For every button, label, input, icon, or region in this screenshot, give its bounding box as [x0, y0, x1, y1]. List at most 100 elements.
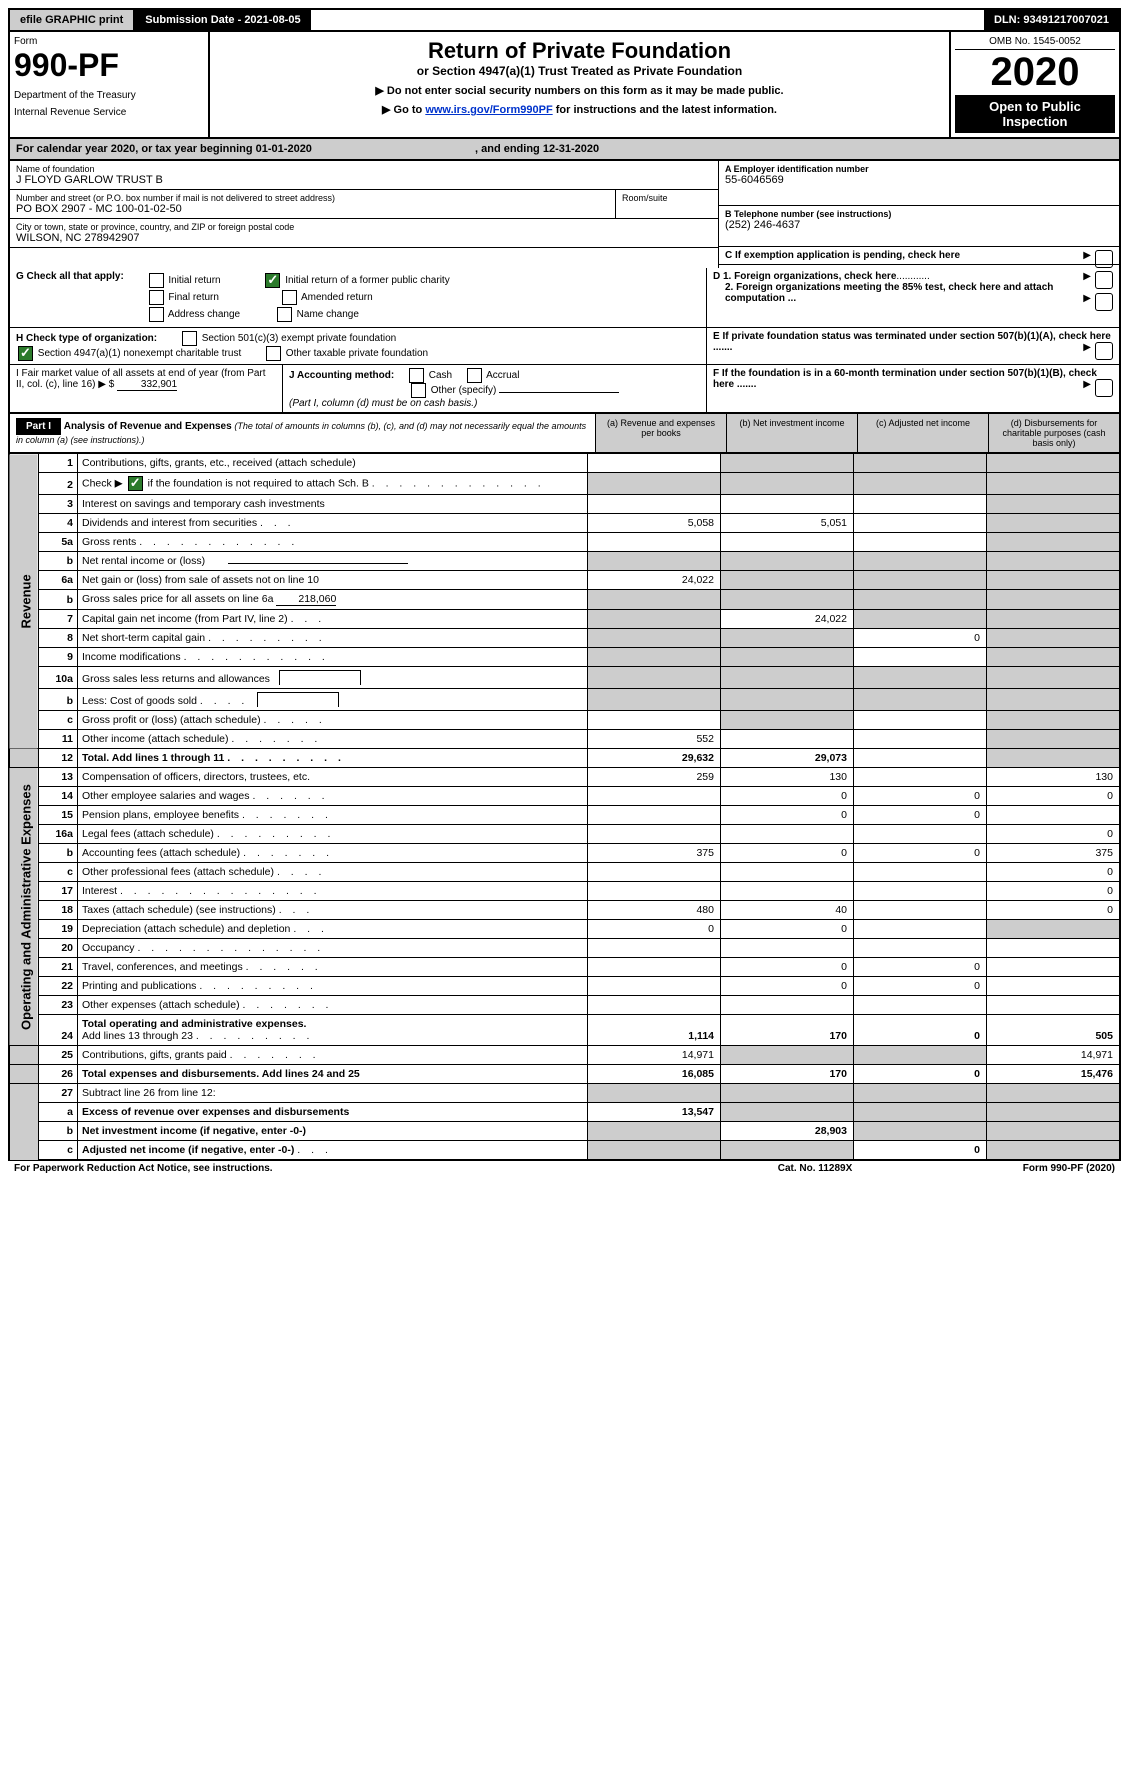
line-19-a: 0 [588, 920, 721, 939]
c-checkbox[interactable] [1095, 250, 1113, 268]
cb-other-method[interactable] [411, 383, 426, 398]
line-24-b: 170 [721, 1015, 854, 1046]
line-10b-label: Less: Cost of goods sold . . . . [78, 689, 588, 711]
line-num: 1 [39, 454, 78, 473]
line-num: 24 [39, 1015, 78, 1046]
cb-cash[interactable] [409, 368, 424, 383]
j-other: Other (specify) [431, 385, 497, 396]
line-26-label: Total expenses and disbursements. Add li… [78, 1065, 588, 1084]
cb-initial-return[interactable] [149, 273, 164, 288]
line-num: c [39, 1141, 78, 1161]
line-7-label: Capital gain net income (from Part IV, l… [78, 610, 588, 629]
d1-checkbox[interactable] [1095, 271, 1113, 289]
address: PO BOX 2907 - MC 100-01-02-50 [16, 203, 609, 215]
line-26-a: 16,085 [588, 1065, 721, 1084]
line-13-a: 259 [588, 768, 721, 787]
line-24-d: 505 [987, 1015, 1121, 1046]
g-opt-4: Address change [168, 309, 240, 320]
section-f: F If the foundation is in a 60-month ter… [706, 365, 1119, 412]
line-27b-label: Net investment income (if negative, ente… [78, 1122, 588, 1141]
cal-pre: For calendar year 2020, or tax year begi… [16, 143, 256, 155]
line-23-label: Other expenses (attach schedule) . . . .… [78, 996, 588, 1015]
cb-final-return[interactable] [149, 290, 164, 305]
entity-info: Name of foundation J FLOYD GARLOW TRUST … [8, 161, 1121, 268]
line-6b-val: 218,060 [276, 593, 336, 606]
address-cell: Number and street (or P.O. box number if… [10, 190, 615, 219]
e-checkbox[interactable] [1095, 342, 1113, 360]
line-2-label: Check ▶ if the foundation is not require… [78, 473, 588, 495]
cb-address-change[interactable] [149, 307, 164, 322]
part1-header: Part I Analysis of Revenue and Expenses … [8, 413, 1121, 454]
efile-print-button[interactable]: efile GRAPHIC print [10, 10, 135, 30]
line-num: 20 [39, 939, 78, 958]
line-num: b [39, 552, 78, 571]
line-13-b: 130 [721, 768, 854, 787]
line-19-label: Depreciation (attach schedule) and deple… [78, 920, 588, 939]
fmv-value: 332,901 [117, 379, 177, 391]
line-17-d: 0 [987, 882, 1121, 901]
form-label: Form [14, 36, 204, 47]
cal-mid: , and ending [475, 143, 543, 155]
h-opt-2: Section 4947(a)(1) nonexempt charitable … [38, 348, 241, 359]
line-10c-label: Gross profit or (loss) (attach schedule)… [78, 711, 588, 730]
cb-amended-return[interactable] [282, 290, 297, 305]
h-label: H Check type of organization: [16, 333, 157, 344]
d2-checkbox[interactable] [1095, 293, 1113, 311]
irs-link[interactable]: www.irs.gov/Form990PF [425, 104, 552, 116]
line-num: 18 [39, 901, 78, 920]
cb-sch-b[interactable] [128, 476, 143, 491]
section-h-e: H Check type of organization: Section 50… [8, 328, 1121, 365]
line-num: b [39, 689, 78, 711]
line-15-c: 0 [854, 806, 987, 825]
line-25-a: 14,971 [588, 1046, 721, 1065]
tax-year: 2020 [955, 50, 1115, 95]
cb-other-taxable[interactable] [266, 346, 281, 361]
line-26-d: 15,476 [987, 1065, 1121, 1084]
h-opt-3: Other taxable private foundation [286, 348, 428, 359]
f-checkbox[interactable] [1095, 379, 1113, 397]
line-12-a: 29,632 [588, 749, 721, 768]
line-11-label: Other income (attach schedule) . . . . .… [78, 730, 588, 749]
line-num: 6a [39, 571, 78, 590]
col-d-header: (d) Disbursements for charitable purpose… [988, 414, 1119, 452]
line-25-label: Contributions, gifts, grants paid . . . … [78, 1046, 588, 1065]
g-opt-2: Final return [168, 292, 219, 303]
section-g-d: G Check all that apply: Initial return I… [8, 268, 1121, 328]
ein-cell: A Employer identification number 55-6046… [719, 161, 1119, 206]
line-5b-label: Net rental income or (loss) [78, 552, 588, 571]
telephone-cell: B Telephone number (see instructions) (2… [719, 206, 1119, 247]
cb-4947a1[interactable] [18, 346, 33, 361]
line-14-d: 0 [987, 787, 1121, 806]
line-12-label: Total. Add lines 1 through 11 . . . . . … [78, 749, 588, 768]
line-num: 7 [39, 610, 78, 629]
line-num: c [39, 711, 78, 730]
cb-accrual[interactable] [467, 368, 482, 383]
submission-date: Submission Date - 2021-08-05 [135, 10, 310, 30]
line-16b-b: 0 [721, 844, 854, 863]
line-21-b: 0 [721, 958, 854, 977]
cb-501c3[interactable] [182, 331, 197, 346]
foundation-name-cell: Name of foundation J FLOYD GARLOW TRUST … [10, 161, 718, 190]
line-14-b: 0 [721, 787, 854, 806]
room-cell: Room/suite [615, 190, 718, 219]
cb-name-change[interactable] [277, 307, 292, 322]
line-4-b: 5,051 [721, 514, 854, 533]
cb-initial-return-former[interactable] [265, 273, 280, 288]
line-num: 2 [39, 473, 78, 495]
line-26-c: 0 [854, 1065, 987, 1084]
section-h: H Check type of organization: Section 50… [10, 328, 706, 364]
line-22-c: 0 [854, 977, 987, 996]
dept-treasury: Department of the Treasury [14, 90, 204, 101]
telephone: (252) 246-4637 [725, 219, 1113, 231]
line-21-label: Travel, conferences, and meetings . . . … [78, 958, 588, 977]
top-bar: efile GRAPHIC print Submission Date - 20… [8, 8, 1121, 32]
cal-begin: 01-01-2020 [256, 143, 312, 155]
header-right: OMB No. 1545-0052 2020 Open to Public In… [951, 32, 1119, 137]
g-label: G Check all that apply: [16, 271, 124, 282]
line-num: b [39, 844, 78, 863]
col-c-header: (c) Adjusted net income [857, 414, 988, 452]
line-num: 22 [39, 977, 78, 996]
line-num: 25 [39, 1046, 78, 1065]
paperwork-notice: For Paperwork Reduction Act Notice, see … [14, 1163, 715, 1174]
section-g: G Check all that apply: Initial return I… [10, 268, 706, 327]
